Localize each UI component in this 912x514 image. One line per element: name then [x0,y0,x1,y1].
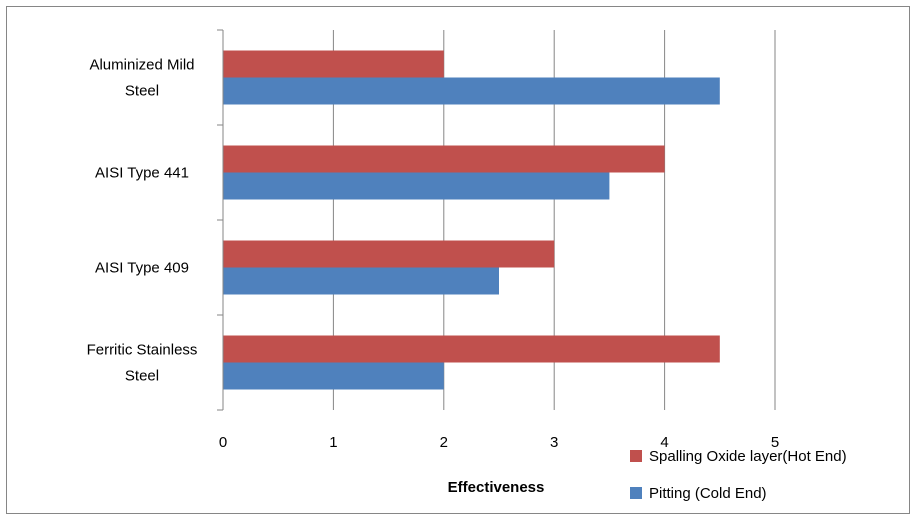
y-category-label: Ferritic Stainless [87,342,198,359]
bar-spalling [223,50,444,78]
y-category-label: AISI Type 441 [95,165,189,182]
bar-pitting [223,77,720,105]
legend-label: Spalling Oxide layer(Hot End) [649,448,847,465]
x-axis-title: Effectiveness [448,479,545,496]
legend-swatch [630,450,642,462]
x-tick-label: 2 [440,434,448,451]
x-tick-label: 0 [219,434,227,451]
bar-spalling [223,240,555,268]
bar-pitting [223,267,499,295]
labels: 0 1 2 3 4 5 Aluminized Mild Steel AISI Type 441 A… [87,57,780,452]
x-tick-label: 3 [550,434,558,451]
bar-spalling [223,145,665,173]
x-tick-label: 1 [329,434,337,451]
legend-label: Pitting (Cold End) [649,485,767,502]
legend-swatch [630,487,642,499]
bar-spalling [223,335,720,363]
bar-pitting [223,172,610,200]
y-category-label: Steel [125,368,159,385]
y-category-label: Aluminized Mild [89,57,194,74]
y-category-label: AISI Type 409 [95,260,189,277]
legend: Spalling Oxide layer(Hot End) Pitting (Co… [630,448,847,502]
y-category-label: Steel [125,83,159,100]
axes [217,29,224,411]
x-tick-label: 4 [660,434,668,451]
bar-pitting [223,362,444,390]
bars [223,50,720,390]
x-tick-label: 5 [771,434,779,451]
